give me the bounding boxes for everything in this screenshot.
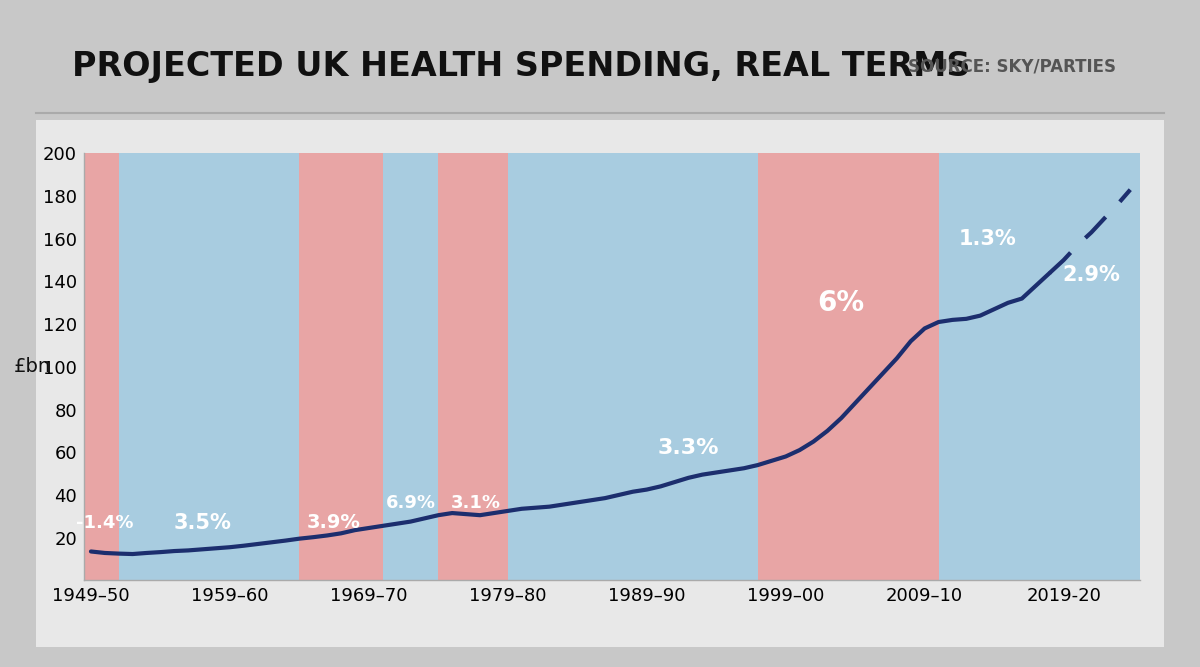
Text: PROJECTED UK HEALTH SPENDING, REAL TERMS: PROJECTED UK HEALTH SPENDING, REAL TERMS (72, 50, 971, 83)
Bar (438, 153, 508, 580)
Text: SOURCE: SKY/PARTIES: SOURCE: SKY/PARTIES (908, 58, 1116, 75)
Text: 3.3%: 3.3% (658, 438, 719, 458)
Bar (1063, 153, 1140, 580)
Text: 6.9%: 6.9% (385, 494, 436, 512)
Text: 3.5%: 3.5% (173, 513, 232, 533)
Bar (299, 153, 383, 580)
Y-axis label: £bn: £bn (13, 358, 50, 376)
Text: 1.3%: 1.3% (959, 229, 1016, 249)
Text: 6%: 6% (817, 289, 865, 317)
Bar (383, 153, 438, 580)
Bar (938, 153, 1063, 580)
Bar (508, 153, 758, 580)
Text: 3.1%: 3.1% (451, 494, 500, 512)
Bar (758, 153, 938, 580)
Text: -1.4%: -1.4% (76, 514, 133, 532)
Text: 3.9%: 3.9% (307, 513, 361, 532)
Bar (84, 153, 119, 580)
Bar (119, 153, 299, 580)
Text: 2.9%: 2.9% (1062, 265, 1121, 285)
